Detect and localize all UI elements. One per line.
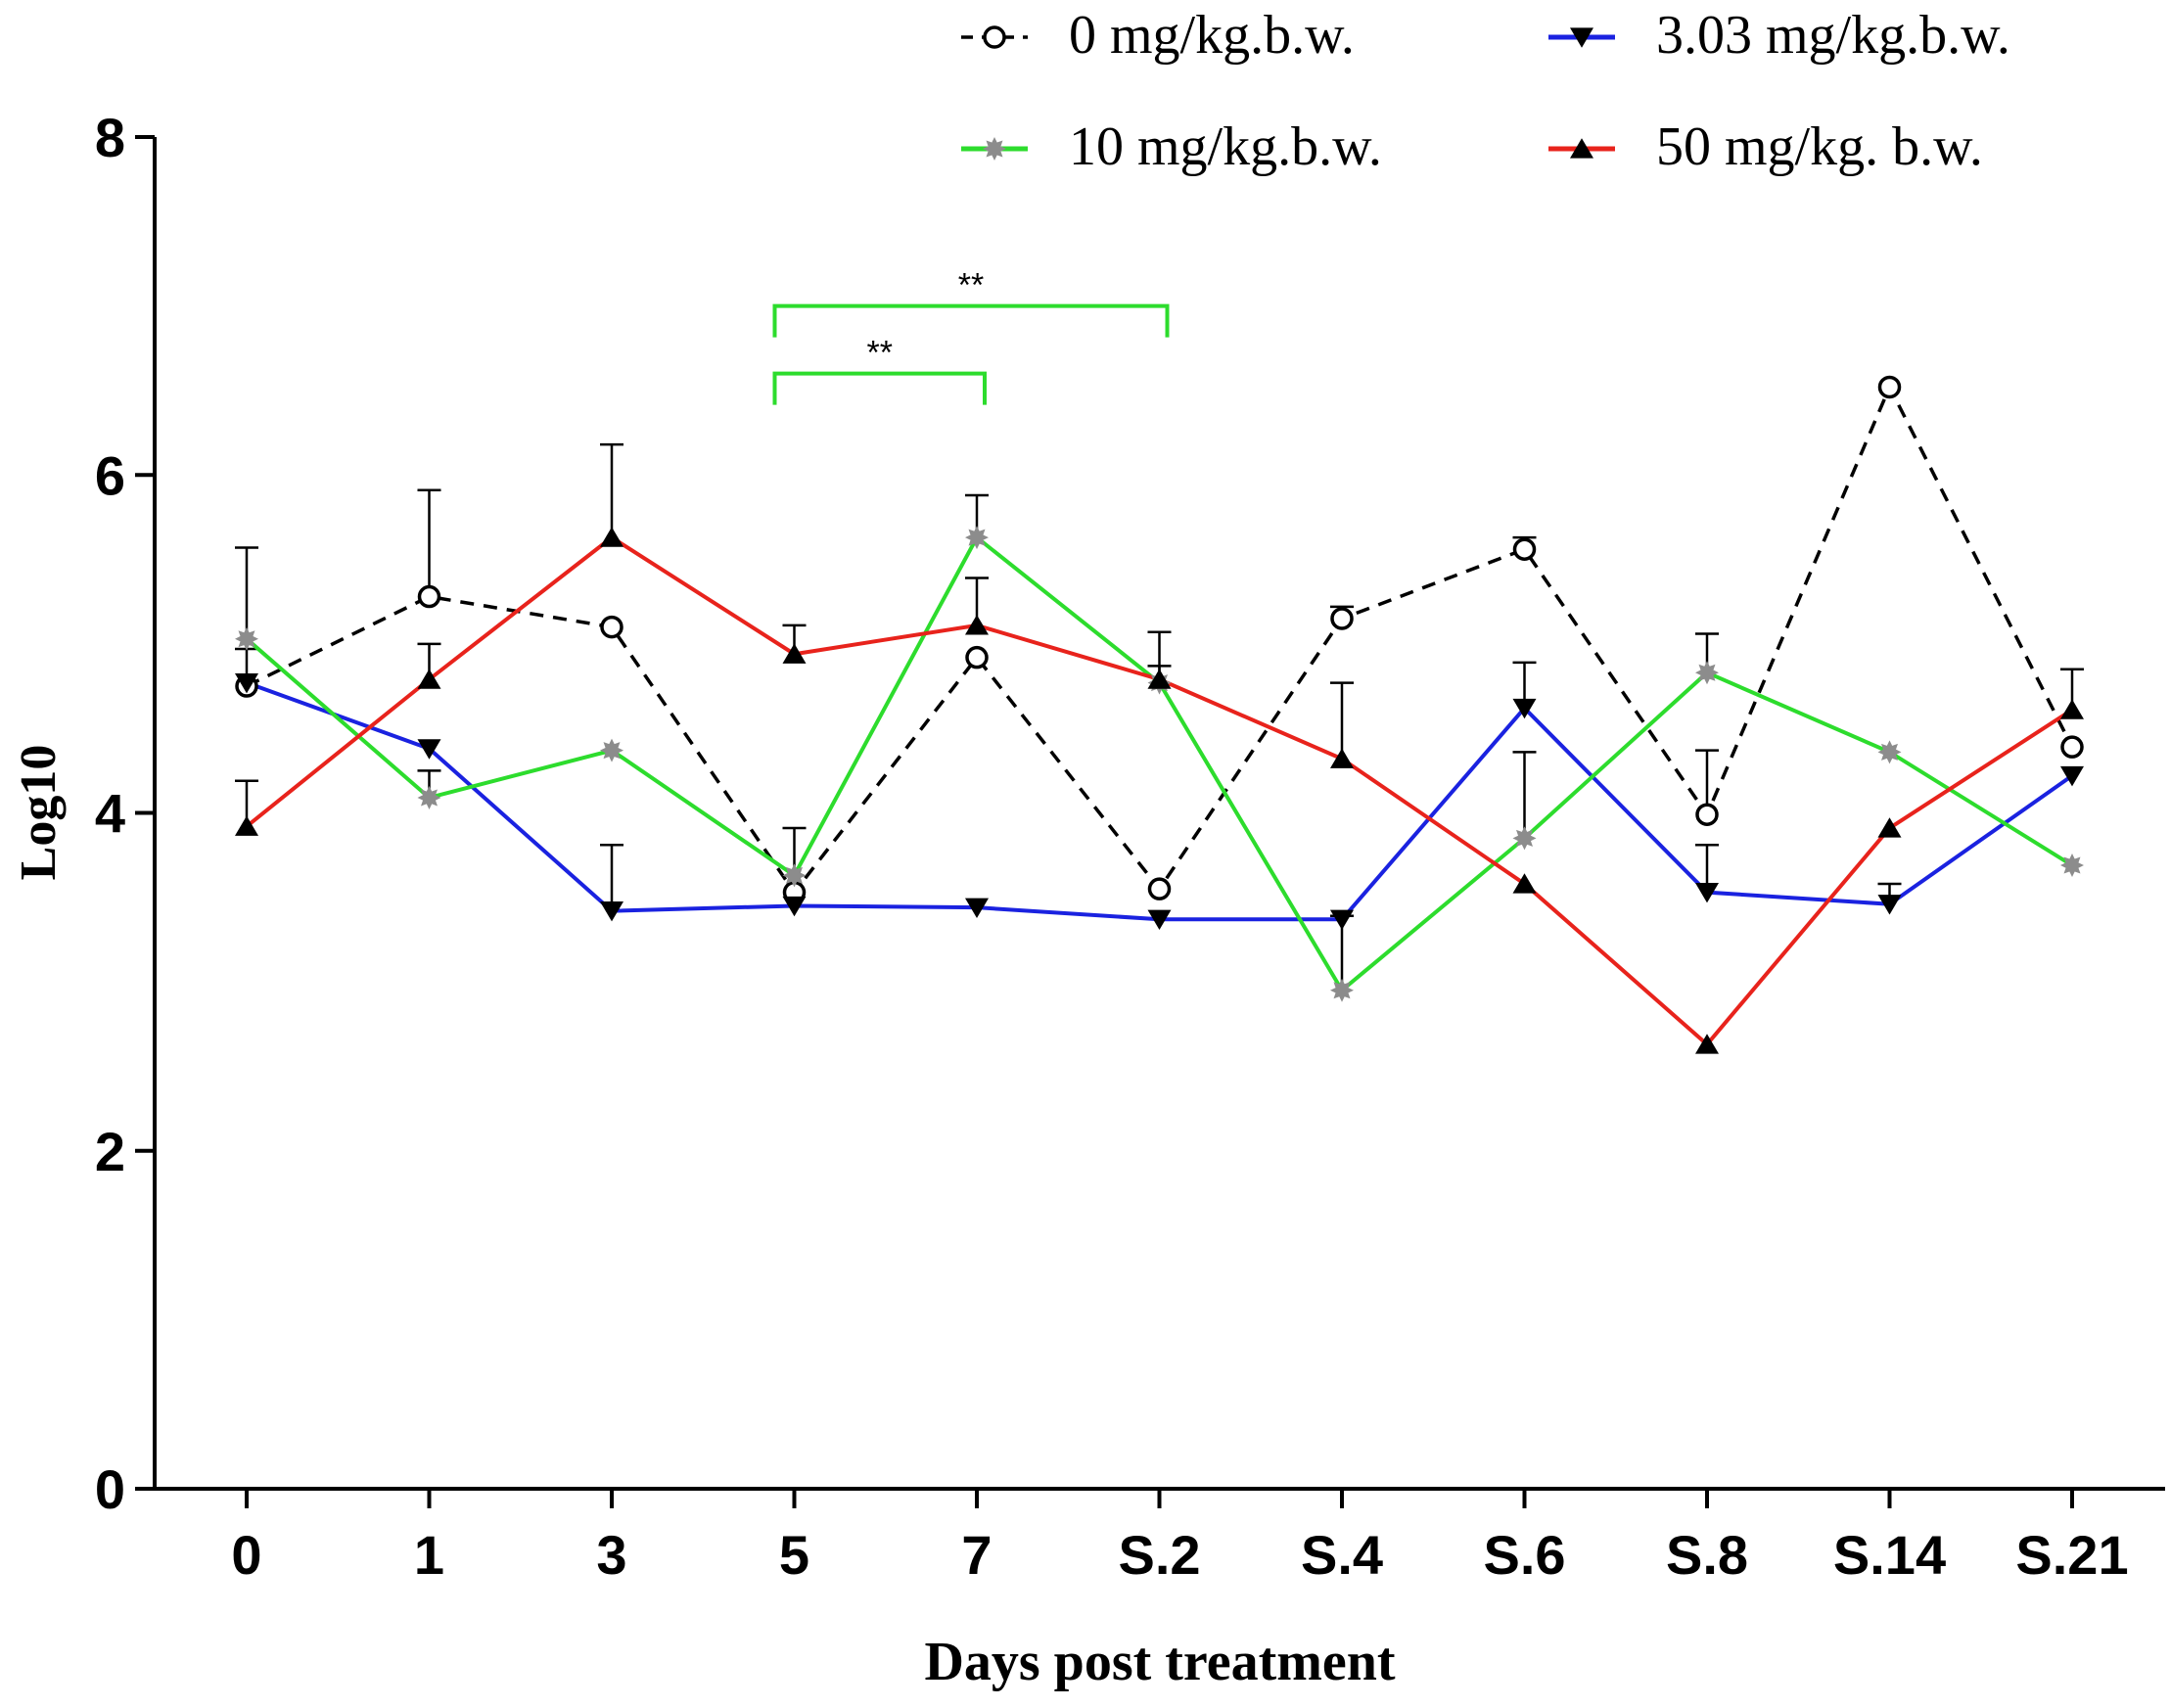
data-point-star [1512,826,1537,851]
data-point-open-circle [983,25,1006,49]
y-tick-label: 0 [95,1458,125,1520]
data-point-star [235,626,258,651]
legend-label: 10 mg/kg.b.w. [1069,116,1382,177]
x-tick-label: 3 [596,1524,626,1586]
x-tick-label: 5 [779,1524,809,1586]
data-point-triangle-up [1695,1034,1719,1054]
x-tick-label: S.21 [2015,1524,2128,1586]
data-point-open-circle [1330,607,1354,630]
y-tick-label: 2 [95,1121,125,1182]
legend-label: 50 mg/kg. b.w. [1656,116,1983,177]
data-point-star [1877,740,1902,764]
y-tick-label: 8 [95,107,125,168]
data-point-triangle-up [417,669,441,689]
data-point-star [983,137,1006,161]
data-point-open-circle [2060,735,2084,759]
series-markers [235,375,2084,1054]
data-point-triangle-down [1570,27,1593,48]
significance-bracket [772,371,987,405]
data-point-triangle-up [2060,699,2084,719]
data-point-star [1695,661,1719,685]
data-point-triangle-up [1512,873,1537,894]
legend-label: 3.03 mg/kg.b.w. [1656,5,2010,66]
x-tick-label: 0 [231,1524,261,1586]
x-tick-label: S.6 [1483,1524,1565,1586]
x-tick-label: S.14 [1833,1524,1946,1586]
data-point-star [1330,978,1354,1002]
series-line [245,534,2074,1047]
legend-label: 0 mg/kg.b.w. [1069,5,1355,66]
data-point-triangle-down [782,896,807,917]
data-point-triangle-up [235,815,258,836]
data-point-triangle-up [1147,669,1172,689]
data-point-triangle-up [1570,138,1593,159]
data-point-open-circle [1147,877,1172,900]
ticks: 0 2 4 6 8 0 1 3 5 7 S.2 S.4 S.6 S.8 S.14 S.21 [95,107,2129,1586]
axes [153,137,2165,1491]
data-point-triangle-down [1877,895,1902,915]
significance-label: ** [958,267,984,304]
y-tick-label: 6 [95,444,125,506]
data-point-open-circle [1695,803,1719,826]
data-point-triangle-down [1147,909,1172,931]
data-point-triangle-down [2060,765,2084,787]
data-point-triangle-down [600,901,623,922]
x-tick-label: 1 [414,1524,444,1586]
data-point-star [417,785,441,809]
data-point-triangle-up [1877,817,1902,838]
data-point-open-circle [1877,375,1902,399]
y-axis-title: Log10 [11,745,67,881]
data-point-open-circle [417,584,441,609]
data-point-open-circle [1512,537,1537,561]
x-axis-title: Days post treatment [924,1632,1395,1692]
x-tick-label: S.8 [1666,1524,1748,1586]
data-point-triangle-down [417,739,441,760]
significance-bracket [772,303,1170,338]
x-tick-label: 7 [961,1524,992,1586]
data-point-triangle-up [782,643,807,664]
significance-label: ** [867,335,893,372]
series-lines [245,383,2074,1047]
data-point-star [2060,854,2084,878]
data-point-star [965,526,989,550]
data-point-triangle-down [1695,883,1719,903]
data-point-triangle-down [965,898,989,918]
data-point-triangle-down [1330,909,1354,931]
data-point-triangle-down [235,672,258,694]
legend: 0 mg/kg.b.w. 3.03 mg/kg.b.w. 10 mg/kg.b.w.… [961,5,2010,177]
data-point-triangle-up [1330,748,1354,768]
y-tick-label: 4 [95,783,125,845]
data-point-open-circle [600,615,623,639]
data-point-star [782,863,807,888]
data-point-triangle-up [600,527,623,547]
data-point-triangle-down [1512,698,1537,719]
data-point-triangle-up [965,615,989,635]
x-tick-label: S.2 [1118,1524,1200,1586]
x-tick-label: S.4 [1301,1524,1383,1586]
data-point-star [600,738,623,762]
data-point-open-circle [965,645,989,669]
significance-annotations: ** ** [772,267,1170,405]
